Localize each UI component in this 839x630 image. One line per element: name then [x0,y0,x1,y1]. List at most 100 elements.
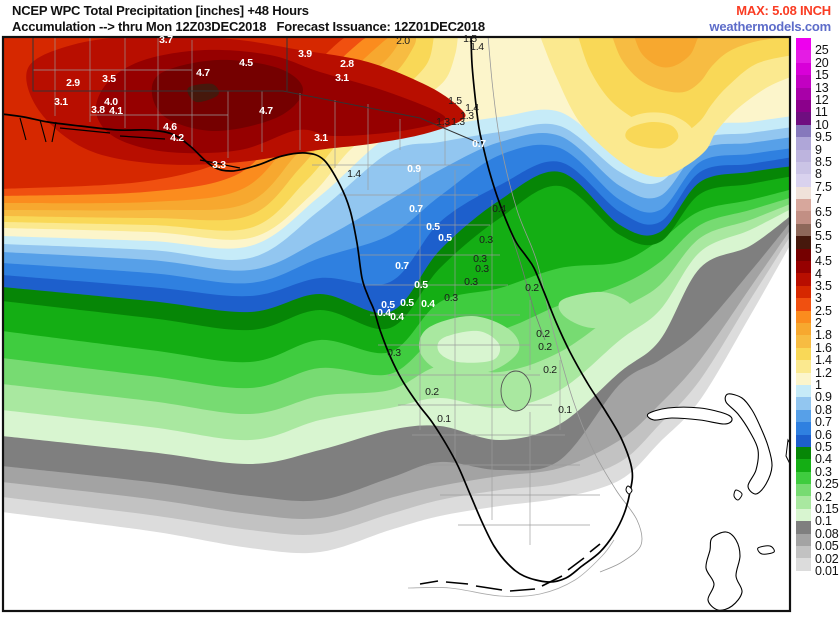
page-title: NCEP WPC Total Precipitation [inches] +4… [12,3,309,18]
color-scale-segment [796,99,811,113]
color-scale-tick-label: 5.5 [815,229,832,244]
color-scale-segment [796,347,811,361]
color-scale-tick-label: 0.5 [815,440,832,455]
color-scale-tick-label: 0.1 [815,514,832,529]
color-scale-segment [796,335,811,348]
color-scale-segment [796,360,811,373]
site-link[interactable]: weathermodels.com [709,19,831,34]
color-scale-segment [796,236,811,249]
color-scale-tick-label: 0.15 [815,502,839,517]
precip-value-label: 3.3 [212,159,226,171]
precip-value-label: 1.4 [465,102,479,114]
geography-outlines [2,36,791,611]
precip-value-label: 0.3 [464,276,478,288]
color-scale-tick-label: 6.5 [815,204,832,219]
color-scale-segment [796,446,811,460]
color-scale-tick-label: 0.3 [815,464,832,479]
color-scale-tick-label: 1.4 [815,353,832,368]
precip-value-label: 1.5 [463,33,477,45]
color-scale-segment [796,149,811,162]
color-scale-tick-label: 25 [815,43,829,58]
color-scale-segment [796,533,811,547]
precip-value-label: 0.5 [400,297,414,309]
color-scale-tick-label: 1.2 [815,365,832,380]
precip-value-label: 3.7 [159,34,173,46]
precip-value-label: 0.5 [414,279,428,291]
color-scale-segment [796,546,811,559]
color-scale-segment [796,409,811,423]
bimini-island [625,485,633,495]
atlantic-precip-maximum [625,121,679,149]
color-scale-segment [796,422,811,435]
precip-value-label: 3.1 [314,132,328,144]
color-scale-segment [796,322,811,336]
map-border [1,35,792,613]
lake-okeechobee [500,370,532,412]
precip-value-label: 0.5 [426,221,440,233]
color-scale-segment [796,124,811,138]
color-scale-segment [796,62,811,76]
light-precip-pocket [437,330,501,363]
precip-value-label: 1.5 [448,95,462,107]
precip-value-label: 4.2 [170,132,184,144]
abaco-island [724,393,773,495]
color-scale-tick-label: 2.5 [815,303,832,318]
color-scale-tick-label: 1.8 [815,328,832,343]
color-scale-segment [796,87,811,100]
color-scale-tick-label: 20 [815,55,829,70]
precip-value-label: 2.8 [340,58,354,70]
precip-value-label: 1.3 [460,110,474,122]
color-scale-segment [796,471,811,485]
precip-value-label: 3.1 [335,72,349,84]
color-scale-tick-label: 1.6 [815,340,832,355]
contour-band [187,83,219,103]
color-scale-segment [796,161,811,175]
berry-islands [733,489,743,501]
precip-value-label: 0.2 [525,282,539,294]
offshore-boundary-line [487,36,643,573]
barrier-islands [59,127,241,169]
color-scale-tick-label: 0.01 [815,564,839,578]
grand-bahama-island [646,406,733,425]
precip-value-label: 0.4 [492,203,506,215]
color-scale-segment [796,298,811,311]
precip-value-label: 3.8 [91,104,105,116]
precip-value-label: 0.9 [407,163,421,175]
precip-value-label: 0.3 [444,292,458,304]
indian-river-lagoon [509,229,546,341]
color-scale-segment [796,434,811,447]
color-scale-tick-label: 3 [815,291,822,306]
color-scale-tick-label: 0.08 [815,526,839,541]
color-scale-segment [796,484,811,497]
color-scale-segment [796,285,811,299]
precip-value-label: 3.5 [102,73,116,85]
florida-keys [419,543,601,592]
precip-value-label: 0.5 [438,232,452,244]
precip-value-label: 0.2 [538,341,552,353]
color-scale-segment [796,384,811,398]
color-scale-segment [796,558,811,571]
precip-value-label: 1.3 [436,116,450,128]
color-scale-segment [796,50,811,63]
max-value-badge: MAX: 5.08 INCH [736,3,831,18]
color-scale-tick-label: 0.4 [815,452,832,467]
page-subtitle: Accumulation --> thru Mon 12Z03DEC2018 F… [12,19,485,34]
precip-value-label: 0.4 [390,311,404,323]
color-scale-segment [796,38,811,51]
florida-coastline [2,36,634,583]
color-scale-tick-label: 15 [815,68,829,83]
precip-value-label: 0.3 [475,263,489,275]
precip-value-label: 2.9 [66,77,80,89]
color-scale-tick-label: 8.5 [815,154,832,169]
color-scale-tick-label: 0.6 [815,427,832,442]
color-scale-segment [796,310,811,323]
color-scale-segment [796,137,811,150]
precip-value-label: 0.7 [472,138,486,150]
color-scale-segment [796,199,811,212]
color-scale-segment [796,397,811,410]
state-border [32,36,480,144]
light-precip-pocket [558,291,633,329]
precip-value-label: 3.9 [298,48,312,60]
precip-value-label: 0.5 [381,299,395,311]
color-scale-tick-label: 0.02 [815,551,839,566]
